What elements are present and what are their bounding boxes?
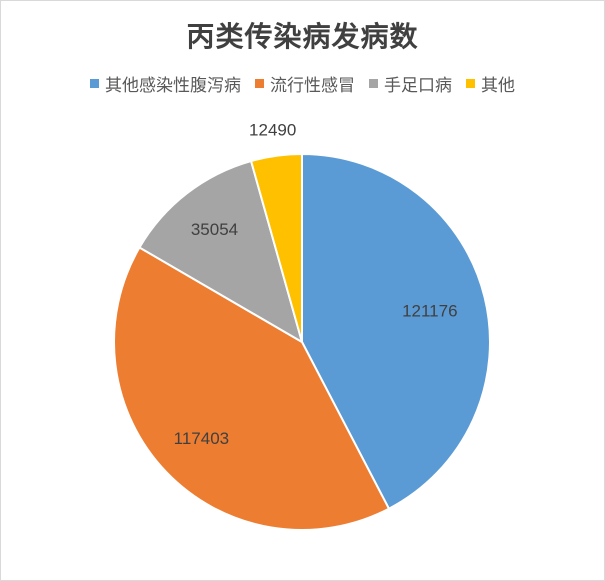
legend-swatch-hfmd bbox=[369, 79, 378, 88]
pie-data-labels: 121176 117403 35054 12490 bbox=[174, 121, 458, 448]
data-label-influenza: 117403 bbox=[174, 429, 229, 448]
data-label-hfmd: 35054 bbox=[191, 220, 238, 239]
legend-label-hfmd: 手足口病 bbox=[384, 76, 452, 96]
legend-label-diarrhea: 其他感染性腹泻病 bbox=[105, 76, 241, 96]
pie-slice-hfmd bbox=[138, 159, 304, 345]
legend-label-other: 其他 bbox=[481, 76, 515, 96]
chart-legend: 其他感染性腹泻病 流行性感冒 手足口病 其他 bbox=[1, 71, 604, 96]
data-label-other: 12490 bbox=[249, 121, 296, 140]
legend-swatch-influenza bbox=[255, 79, 264, 88]
chart-title: 丙类传染病发病数 bbox=[186, 20, 419, 53]
pie-slice-influenza bbox=[113, 246, 391, 531]
pie-slices bbox=[113, 152, 491, 531]
legend-item-hfmd: 手足口病 bbox=[369, 71, 452, 96]
legend-item-diarrhea: 其他感染性腹泻病 bbox=[90, 71, 241, 96]
data-label-diarrhea: 121176 bbox=[402, 302, 457, 321]
pie-slice-diarrhea bbox=[301, 152, 491, 511]
legend-swatch-other bbox=[466, 79, 475, 88]
legend-item-other: 其他 bbox=[466, 71, 515, 96]
pie-slice-other bbox=[249, 152, 303, 343]
legend-swatch-diarrhea bbox=[90, 79, 99, 88]
legend-item-influenza: 流行性感冒 bbox=[255, 71, 355, 96]
legend-label-influenza: 流行性感冒 bbox=[270, 76, 355, 96]
